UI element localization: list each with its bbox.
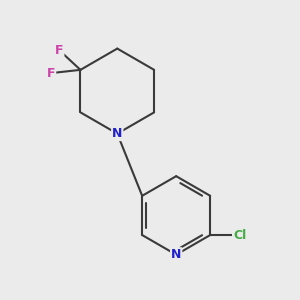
Text: N: N bbox=[171, 248, 181, 261]
Text: F: F bbox=[55, 44, 63, 57]
Text: N: N bbox=[112, 127, 122, 140]
Text: F: F bbox=[47, 67, 55, 80]
Text: Cl: Cl bbox=[233, 229, 246, 242]
